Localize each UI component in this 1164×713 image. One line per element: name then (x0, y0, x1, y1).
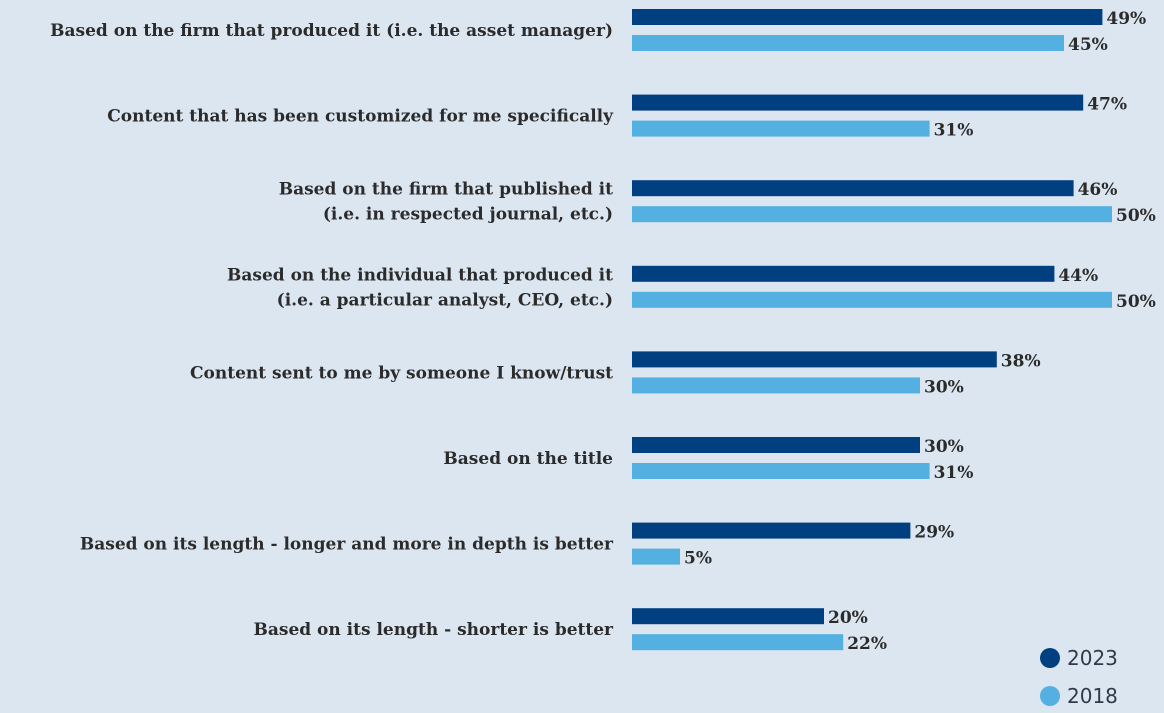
bar-2023-0 (632, 9, 1103, 25)
category-label-line: Based on the individual that produced it (227, 265, 613, 285)
bar-2018-1 (632, 120, 930, 137)
value-label-2018-6: 5% (684, 549, 712, 569)
value-label-2023-4: 38% (1001, 351, 1041, 371)
category-label-line: (i.e. a particular analyst, CEO, etc.) (277, 290, 613, 310)
legend-label-2018: 2018 (1067, 684, 1118, 708)
bar-2018-7 (632, 634, 844, 651)
bar-2023-3 (632, 265, 1055, 282)
value-label-2018-3: 50% (1116, 292, 1156, 312)
bar-2023-4 (632, 351, 997, 368)
category-label: Based on the firm that published it (i.e.… (279, 180, 613, 225)
category-label: Content that has been customized for me … (107, 107, 614, 127)
value-label-2018-5: 31% (934, 463, 974, 483)
value-label-2018-7: 22% (847, 634, 887, 654)
value-labels: 49% 45% 47% 31% 46% 50% 44% 50% 38% 30% 30% 31% 29% 5… (684, 9, 1156, 654)
bar-2023-5 (632, 437, 920, 453)
value-label-2023-2: 46% (1078, 180, 1118, 200)
legend-marker-2023 (1040, 648, 1060, 668)
bar-2023-2 (632, 180, 1074, 197)
value-label-2018-4: 30% (924, 377, 964, 397)
bar-2018-6 (632, 548, 680, 565)
category-label: Based on its length - longer and more in… (80, 535, 614, 555)
category-label-line: Based on the firm that published it (279, 180, 613, 200)
category-label-line: Based on its length - shorter is better (253, 620, 614, 640)
category-label: Based on its length - shorter is better (253, 620, 614, 640)
bar-2018-3 (632, 291, 1112, 308)
legend-label-2023: 2023 (1067, 646, 1118, 670)
category-label-line: Content sent to me by someone I know/tru… (190, 363, 613, 383)
bar-2023-7 (632, 608, 824, 625)
category-label: Based on the individual that produced it… (227, 265, 613, 310)
category-label-line: Based on the title (443, 449, 613, 469)
category-label-line: (i.e. in respected journal, etc.) (323, 205, 613, 225)
bar-2018-5 (632, 463, 930, 479)
bar-2023-6 (632, 522, 911, 539)
bars (632, 9, 1112, 651)
legend-marker-2018 (1040, 686, 1060, 706)
value-label-2023-7: 20% (828, 608, 868, 628)
bar-2018-0 (632, 35, 1064, 51)
bar-2018-4 (632, 377, 920, 394)
legend: 2023 2018 (1040, 646, 1118, 708)
category-labels: Based on the firm that produced it (i.e.… (50, 21, 614, 640)
value-label-2018-2: 50% (1116, 206, 1156, 226)
category-label: Based on the firm that produced it (i.e.… (50, 21, 613, 41)
category-label: Based on the title (443, 449, 613, 469)
value-label-2023-6: 29% (914, 523, 954, 543)
value-label-2023-3: 44% (1058, 266, 1098, 286)
bar-2023-1 (632, 94, 1084, 111)
category-label-line: Based on the firm that produced it (i.e.… (50, 21, 613, 41)
category-label: Content sent to me by someone I know/tru… (190, 363, 613, 383)
category-label-line: Content that has been customized for me … (107, 107, 614, 127)
value-label-2018-0: 45% (1068, 35, 1108, 55)
value-label-2023-5: 30% (924, 437, 964, 457)
value-label-2018-1: 31% (934, 121, 974, 141)
category-label-line: Based on its length - longer and more in… (80, 535, 614, 555)
value-label-2023-1: 47% (1087, 95, 1127, 115)
bar-2018-2 (632, 206, 1112, 223)
value-label-2023-0: 49% (1106, 9, 1146, 29)
